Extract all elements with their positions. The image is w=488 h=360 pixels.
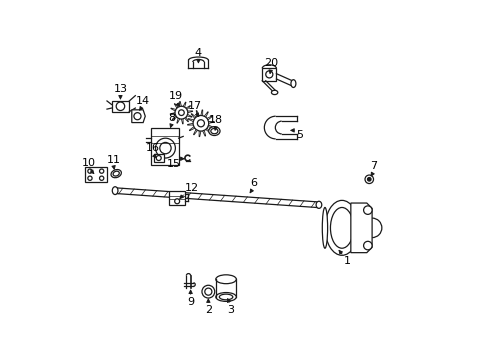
Polygon shape bbox=[205, 128, 210, 133]
Text: 12: 12 bbox=[185, 183, 199, 193]
Text: 8: 8 bbox=[168, 113, 175, 123]
Circle shape bbox=[178, 110, 184, 116]
Ellipse shape bbox=[315, 201, 321, 208]
Ellipse shape bbox=[208, 127, 220, 135]
Text: 14: 14 bbox=[136, 95, 149, 105]
Ellipse shape bbox=[112, 187, 118, 194]
Polygon shape bbox=[207, 125, 213, 128]
Circle shape bbox=[202, 285, 214, 298]
Polygon shape bbox=[174, 103, 178, 108]
Circle shape bbox=[193, 116, 208, 131]
Circle shape bbox=[363, 241, 371, 250]
Ellipse shape bbox=[210, 129, 218, 134]
Ellipse shape bbox=[325, 201, 358, 255]
Text: 18: 18 bbox=[209, 115, 223, 125]
Text: 3: 3 bbox=[226, 305, 233, 315]
Ellipse shape bbox=[215, 293, 236, 301]
Ellipse shape bbox=[111, 170, 121, 178]
Polygon shape bbox=[172, 116, 177, 120]
Circle shape bbox=[265, 71, 272, 78]
Circle shape bbox=[363, 206, 371, 215]
Text: 17: 17 bbox=[187, 101, 202, 111]
Circle shape bbox=[367, 177, 370, 181]
Circle shape bbox=[134, 113, 141, 120]
Text: 6: 6 bbox=[249, 178, 256, 188]
Polygon shape bbox=[181, 119, 183, 124]
Text: 7: 7 bbox=[369, 161, 377, 171]
Polygon shape bbox=[184, 117, 188, 122]
Polygon shape bbox=[187, 123, 193, 125]
Polygon shape bbox=[262, 68, 276, 81]
Polygon shape bbox=[179, 102, 181, 107]
Polygon shape bbox=[208, 121, 214, 123]
Polygon shape bbox=[177, 118, 180, 123]
Text: 1: 1 bbox=[343, 256, 350, 266]
Polygon shape bbox=[206, 116, 212, 120]
Ellipse shape bbox=[290, 80, 295, 87]
Polygon shape bbox=[170, 108, 176, 111]
Polygon shape bbox=[350, 203, 371, 253]
Text: 19: 19 bbox=[169, 91, 183, 101]
Ellipse shape bbox=[215, 275, 236, 284]
Ellipse shape bbox=[113, 171, 119, 176]
Polygon shape bbox=[132, 110, 145, 123]
Text: 15: 15 bbox=[166, 159, 181, 169]
Polygon shape bbox=[187, 111, 192, 113]
Circle shape bbox=[155, 138, 175, 158]
Polygon shape bbox=[201, 110, 203, 116]
Polygon shape bbox=[189, 127, 194, 131]
Text: 16: 16 bbox=[145, 143, 159, 153]
Circle shape bbox=[116, 102, 124, 111]
Polygon shape bbox=[170, 113, 175, 114]
Text: 4: 4 bbox=[194, 48, 202, 58]
Circle shape bbox=[100, 169, 103, 173]
Polygon shape bbox=[193, 129, 197, 135]
Polygon shape bbox=[153, 154, 163, 162]
Polygon shape bbox=[191, 113, 196, 118]
Circle shape bbox=[175, 106, 187, 119]
Circle shape bbox=[204, 288, 211, 295]
Text: 5: 5 bbox=[296, 130, 303, 140]
Polygon shape bbox=[196, 111, 199, 116]
Polygon shape bbox=[169, 191, 184, 205]
Text: 13: 13 bbox=[113, 84, 127, 94]
Circle shape bbox=[197, 120, 204, 127]
Circle shape bbox=[88, 176, 92, 180]
Polygon shape bbox=[199, 131, 201, 137]
Polygon shape bbox=[111, 101, 129, 112]
Text: 10: 10 bbox=[81, 158, 95, 168]
Polygon shape bbox=[204, 112, 208, 117]
Polygon shape bbox=[186, 114, 192, 117]
Ellipse shape bbox=[322, 207, 327, 248]
Polygon shape bbox=[183, 102, 185, 107]
Polygon shape bbox=[202, 130, 205, 136]
Polygon shape bbox=[185, 105, 190, 109]
Circle shape bbox=[160, 143, 171, 154]
Ellipse shape bbox=[219, 294, 232, 300]
Text: 20: 20 bbox=[264, 58, 278, 68]
Text: 9: 9 bbox=[187, 297, 194, 307]
Circle shape bbox=[156, 156, 161, 161]
Polygon shape bbox=[85, 167, 107, 183]
Ellipse shape bbox=[271, 90, 277, 95]
Circle shape bbox=[88, 169, 92, 173]
Polygon shape bbox=[188, 118, 193, 122]
Text: 11: 11 bbox=[106, 155, 120, 165]
Polygon shape bbox=[151, 128, 178, 165]
Circle shape bbox=[364, 175, 373, 184]
Circle shape bbox=[100, 176, 103, 180]
Circle shape bbox=[174, 199, 179, 204]
Text: 2: 2 bbox=[204, 305, 211, 315]
